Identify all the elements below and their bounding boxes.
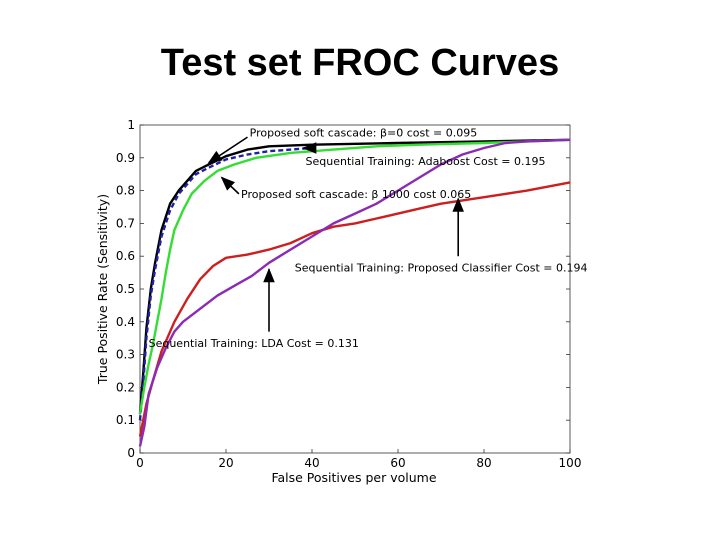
x-tick-label: 60 xyxy=(390,456,405,470)
y-tick-label: 1 xyxy=(127,118,135,132)
annotation-label: Proposed soft cascade: β 1000 cost 0.065 xyxy=(241,188,471,201)
annotation-label: Sequential Training: LDA Cost = 0.131 xyxy=(149,337,359,350)
series-line-0 xyxy=(138,138,571,414)
x-axis-label: False Positives per volume xyxy=(271,470,436,485)
x-tick-label: 100 xyxy=(559,456,582,470)
annotation-label: Proposed soft cascade: β=0 cost = 0.095 xyxy=(250,127,478,140)
y-tick-label: 0.8 xyxy=(116,184,135,198)
x-tick-label: 80 xyxy=(476,456,491,470)
y-tick-label: 0.2 xyxy=(116,380,135,394)
y-tick-label: 0.4 xyxy=(116,315,135,329)
annotation-arrow xyxy=(207,136,248,164)
x-tick-label: 40 xyxy=(304,456,319,470)
series-line-1 xyxy=(138,146,313,421)
annotations: Proposed soft cascade: β=0 cost = 0.095 S… xyxy=(149,127,588,351)
y-tick-label: 0.7 xyxy=(116,216,135,230)
x-tick-label: 0 xyxy=(136,456,144,470)
y-axis-label: True Positive Rate (Sensitivity) xyxy=(95,194,110,385)
annotation-label: Sequential Training: Proposed Classifier… xyxy=(295,262,588,275)
series-line-4 xyxy=(138,138,571,447)
slide-title: Test set FROC Curves xyxy=(160,42,560,84)
annotation-label: Sequential Training: Adaboost Cost = 0.1… xyxy=(306,155,546,168)
series-line-3 xyxy=(138,181,571,437)
y-tick-label: 0.5 xyxy=(116,282,135,296)
y-tick-label: 0.9 xyxy=(116,151,135,165)
annotation-arrow xyxy=(220,176,240,195)
y-axis-ticks: 0 0.1 0.2 0.3 0.4 0.5 0.6 0.7 0.8 0.9 1 xyxy=(116,118,570,460)
y-tick-label: 0.1 xyxy=(116,413,135,427)
y-tick-label: 0.3 xyxy=(116,348,135,362)
series-lines xyxy=(138,138,571,447)
x-tick-label: 20 xyxy=(218,456,233,470)
x-axis-ticks: 0 20 40 60 80 100 xyxy=(136,449,581,470)
y-tick-label: 0.6 xyxy=(116,249,135,263)
series-line-2 xyxy=(138,138,571,414)
plot-area-frame xyxy=(139,124,571,454)
y-tick-label: 0 xyxy=(127,446,135,460)
